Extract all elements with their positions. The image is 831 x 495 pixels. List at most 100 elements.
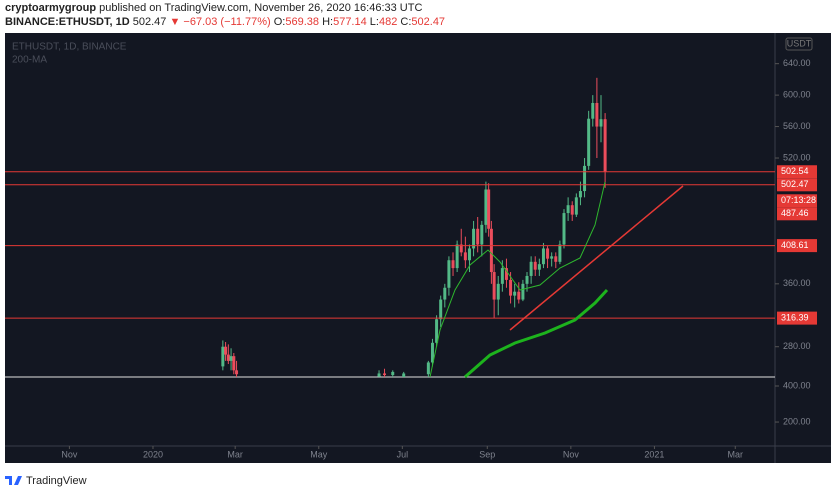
short-ma-line bbox=[429, 181, 606, 378]
y-tick-label: 280.00 bbox=[783, 341, 811, 351]
volume-tick-label: 200.00 bbox=[783, 416, 811, 426]
candle-body bbox=[583, 165, 587, 192]
arrow: ▼ bbox=[169, 16, 181, 28]
last: 502.47 bbox=[132, 16, 167, 28]
candle-body bbox=[517, 291, 521, 300]
y-tick-label: 640.00 bbox=[783, 58, 811, 68]
published: published on TradingView.com, November 2… bbox=[99, 2, 423, 14]
candle-body bbox=[550, 256, 554, 259]
candle-body bbox=[391, 371, 395, 376]
candle-body bbox=[591, 102, 595, 119]
x-tick-label: Mar bbox=[227, 449, 243, 459]
candle-body bbox=[489, 228, 493, 273]
level-label: 316.39 bbox=[781, 312, 809, 322]
header-line-2: BINANCE:ETHUSDT, 1D 502.47 ▼ −67.03 (−11… bbox=[5, 16, 445, 28]
indicator-name: 200-MA bbox=[12, 55, 47, 66]
candle-body bbox=[541, 248, 545, 265]
candle-body bbox=[459, 244, 463, 253]
change: −67.03 (−11.77%) bbox=[183, 16, 271, 28]
candle-body bbox=[463, 252, 467, 261]
x-tick-label: Sep bbox=[479, 449, 495, 459]
candle-body bbox=[603, 119, 607, 172]
countdown-label: 07:13:28 bbox=[781, 195, 816, 205]
high: 577.14 bbox=[333, 16, 367, 28]
candle-body bbox=[467, 248, 471, 261]
l-label: L: bbox=[369, 16, 379, 28]
candle-body bbox=[439, 299, 443, 320]
candle-body bbox=[562, 213, 566, 245]
x-tick-label: Nov bbox=[563, 449, 580, 459]
candle-body bbox=[509, 279, 513, 296]
candle-body bbox=[529, 261, 533, 276]
candle-body bbox=[480, 224, 484, 245]
last-price-tag bbox=[777, 178, 817, 192]
y-tick-label: 360.00 bbox=[783, 278, 811, 288]
trend-line bbox=[509, 185, 684, 331]
candle-body bbox=[492, 272, 496, 300]
candle-body bbox=[443, 287, 447, 300]
c-label: C: bbox=[400, 16, 412, 28]
candle-body bbox=[487, 189, 491, 229]
candle-body bbox=[229, 356, 233, 361]
candle-body bbox=[235, 370, 239, 375]
candle-body bbox=[599, 119, 603, 127]
level-tag bbox=[777, 311, 817, 325]
h-label: H: bbox=[322, 16, 334, 28]
candle-body bbox=[533, 261, 537, 270]
header-line-1: cryptoarmygroup published on TradingView… bbox=[5, 2, 422, 14]
candle-body bbox=[554, 256, 558, 262]
candle-body bbox=[558, 244, 562, 262]
candle-body bbox=[451, 260, 455, 269]
level-tag bbox=[777, 239, 817, 253]
y-tick-label: 520.00 bbox=[783, 152, 811, 162]
candle-body bbox=[226, 354, 230, 361]
candle-body bbox=[232, 356, 236, 371]
candle-body bbox=[566, 205, 570, 214]
candle-body bbox=[537, 264, 541, 270]
plot: 280.00 360.00 520.00 560.00 600.00 640.00 200.… bbox=[5, 58, 817, 459]
x-tick-label: Jul bbox=[397, 449, 409, 459]
brand: TradingView bbox=[26, 475, 87, 487]
y-tick-label: 560.00 bbox=[783, 121, 811, 131]
candle-body bbox=[525, 275, 529, 284]
o-label: O: bbox=[273, 16, 286, 28]
candle-body bbox=[504, 268, 508, 280]
symbol: BINANCE:ETHUSDT, 1D bbox=[5, 16, 130, 28]
x-tick-label: Nov bbox=[61, 449, 78, 459]
x-tick-label: Mar bbox=[728, 449, 744, 459]
level-label: 502.54 bbox=[781, 166, 809, 176]
candle-body bbox=[435, 319, 439, 343]
author: cryptoarmygroup bbox=[5, 2, 97, 14]
ma-value-tag bbox=[777, 207, 817, 221]
candle-body bbox=[476, 228, 480, 245]
candle-body bbox=[455, 244, 459, 269]
x-tick-label: 2020 bbox=[143, 449, 163, 459]
candle-body bbox=[383, 373, 387, 376]
candle-body bbox=[578, 191, 582, 198]
candle-body bbox=[377, 373, 381, 377]
ma-200-line bbox=[464, 288, 609, 379]
logo bbox=[5, 476, 22, 485]
candle-body bbox=[402, 373, 406, 377]
candle-body bbox=[224, 346, 228, 355]
last-price-label: 502.47 bbox=[781, 179, 809, 189]
open: 569.38 bbox=[285, 16, 320, 28]
currency: USDT bbox=[787, 38, 812, 48]
ma-value-label: 487.46 bbox=[781, 208, 809, 218]
volume-tick-label: 400.00 bbox=[783, 380, 811, 390]
candle-body bbox=[595, 102, 599, 127]
candle-body bbox=[570, 205, 574, 215]
chart-background bbox=[5, 33, 831, 463]
candle-body bbox=[426, 362, 430, 375]
candle-body bbox=[546, 248, 550, 259]
low: 482 bbox=[378, 16, 398, 28]
candle-body bbox=[221, 346, 225, 367]
candle-body bbox=[521, 283, 525, 300]
candle-body bbox=[513, 291, 517, 296]
candle-body bbox=[496, 283, 500, 300]
watermark: ETHUSDT, 1D, BINANCE bbox=[12, 42, 127, 53]
candle-body bbox=[587, 118, 591, 166]
x-tick-label: 2021 bbox=[644, 449, 664, 459]
